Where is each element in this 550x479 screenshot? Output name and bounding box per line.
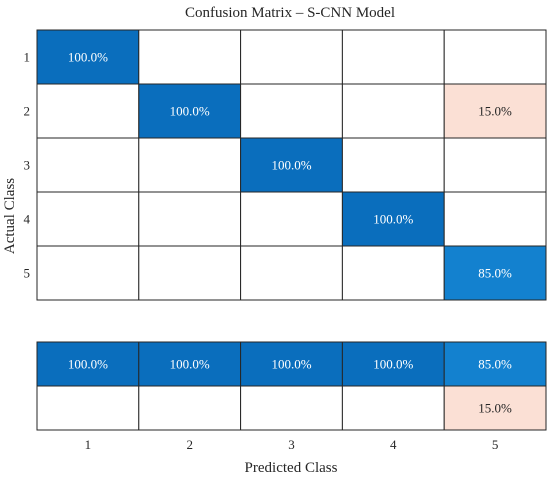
matrix-cell-1-2 <box>138 29 242 85</box>
matrix-cell-1-1 <box>36 29 140 85</box>
matrix-cell-1-4 <box>341 29 445 85</box>
summary-cell-2-4 <box>341 385 445 431</box>
summary-cell-2-5 <box>443 385 547 431</box>
x-tick-5: 5 <box>492 437 499 452</box>
summary-cell-2-1 <box>36 385 140 431</box>
matrix-cell-2-5 <box>443 83 547 139</box>
x-tick-1: 1 <box>85 437 92 452</box>
matrix-cell-5-3 <box>240 245 343 301</box>
matrix-cell-2-2 <box>138 83 242 139</box>
matrix-cell-3-2 <box>138 137 242 193</box>
matrix-cell-1-1-label: 100.0% <box>68 50 108 65</box>
x-axis-label: Predicted Class <box>245 460 338 476</box>
matrix-cell-3-1 <box>36 137 140 193</box>
matrix-cell-3-5 <box>443 137 547 193</box>
y-tick-4: 4 <box>24 212 31 227</box>
summary-cell-1-2 <box>138 341 242 387</box>
y-tick-5: 5 <box>24 266 31 281</box>
matrix-cell-5-4 <box>341 245 445 301</box>
matrix-cell-1-5 <box>443 29 547 85</box>
summary-cell-2-2 <box>138 385 242 431</box>
summary-cell-1-3-label: 100.0% <box>271 357 311 372</box>
summary-cell-1-2-label: 100.0% <box>170 357 210 372</box>
summary-cell-1-5-label: 85.0% <box>478 357 512 372</box>
chart-title: Confusion Matrix – S-CNN Model <box>185 5 395 21</box>
main-matrix: 100.0% 100.0% 15.0% 100.0% 100.0% 85.0% <box>36 29 547 301</box>
summary-cell-2-3 <box>240 385 343 431</box>
matrix-cell-5-1 <box>36 245 140 301</box>
matrix-cell-4-3 <box>240 191 343 247</box>
y-axis-label: Actual Class <box>2 178 18 254</box>
y-tick-2: 2 <box>24 104 31 119</box>
x-tick-labels: 1 2 3 4 5 <box>85 437 499 452</box>
matrix-cell-2-2-label: 100.0% <box>170 104 210 119</box>
matrix-cell-4-1 <box>36 191 140 247</box>
y-tick-1: 1 <box>24 50 31 65</box>
matrix-cell-4-2 <box>138 191 242 247</box>
matrix-cell-4-5 <box>443 191 547 247</box>
summary-matrix: 100.0% 100.0% 100.0% 100.0% 85.0% 15.0% <box>36 341 547 431</box>
matrix-cell-3-3-label: 100.0% <box>271 158 311 173</box>
matrix-cell-2-3 <box>240 83 343 139</box>
matrix-cell-5-5 <box>443 245 547 301</box>
summary-cell-1-1-label: 100.0% <box>68 357 108 372</box>
x-tick-2: 2 <box>186 437 193 452</box>
matrix-cell-1-3 <box>240 29 343 85</box>
x-tick-3: 3 <box>288 437 295 452</box>
matrix-cell-3-4 <box>341 137 445 193</box>
summary-cell-1-4 <box>341 341 445 387</box>
matrix-cell-2-5-label: 15.0% <box>478 104 512 119</box>
matrix-cell-4-4-label: 100.0% <box>373 212 413 227</box>
matrix-cell-2-4 <box>341 83 445 139</box>
matrix-cell-5-5-label: 85.0% <box>478 266 512 281</box>
summary-cell-2-5-label: 15.0% <box>478 401 512 416</box>
y-tick-labels: 1 2 3 4 5 <box>24 50 31 281</box>
y-tick-3: 3 <box>24 158 31 173</box>
matrix-cell-5-2 <box>138 245 242 301</box>
summary-cell-1-4-label: 100.0% <box>373 357 413 372</box>
matrix-cell-2-1 <box>36 83 140 139</box>
x-tick-4: 4 <box>390 437 397 452</box>
matrix-cell-3-3 <box>240 137 343 193</box>
summary-cell-1-5 <box>443 341 547 387</box>
